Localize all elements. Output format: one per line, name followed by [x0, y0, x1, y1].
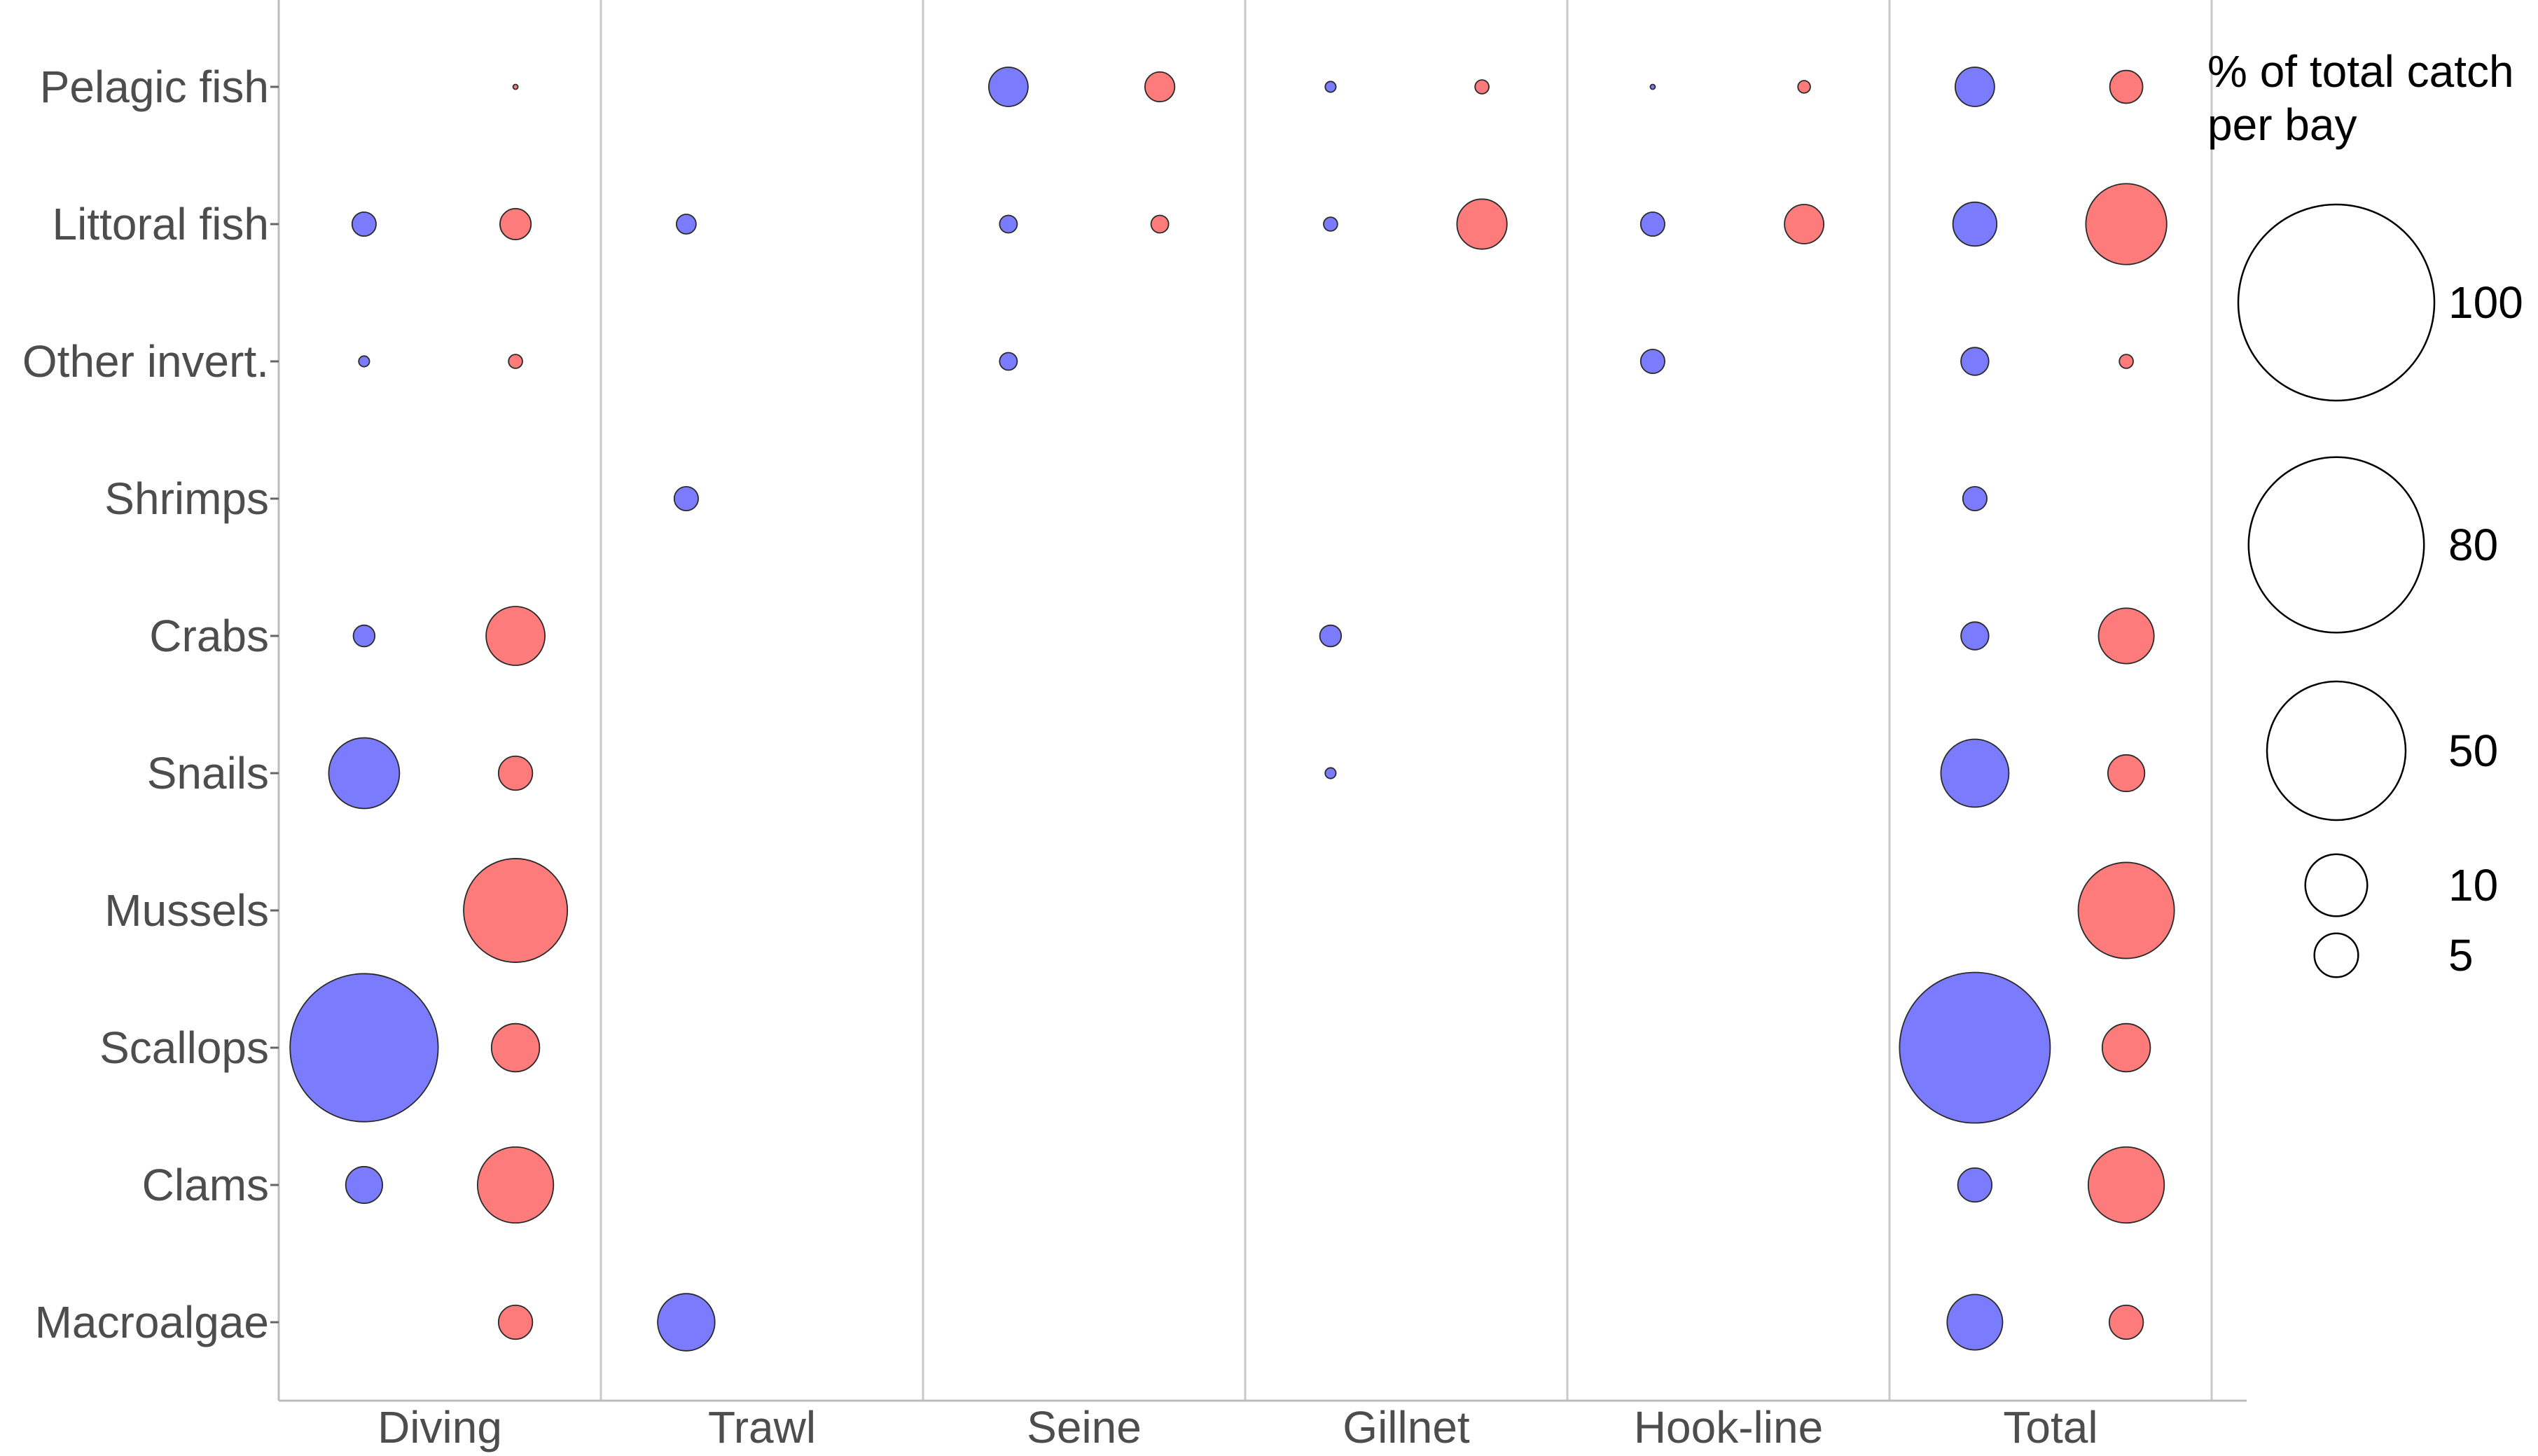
bubble-hook-line-pelagic-fish-red: [1797, 80, 1811, 94]
bubble-diving-crabs-blue: [352, 624, 376, 648]
bubble-total-pelagic-fish-red: [2109, 69, 2144, 104]
bubble-diving-littoral-fish-red: [499, 207, 532, 241]
bubble-diving-snails-red: [497, 755, 534, 791]
bubble-total-clams-blue: [1957, 1167, 1993, 1203]
bubble-seine-littoral-fish-red: [1150, 214, 1170, 234]
y-tick-label-crabs: Crabs: [149, 611, 269, 661]
y-tick-label-clams: Clams: [142, 1160, 269, 1210]
bubble-total-macroalgae-red: [2108, 1304, 2144, 1340]
bubble-seine-pelagic-fish-red: [1144, 71, 1176, 103]
legend-label-100: 100: [2448, 277, 2523, 328]
bubble-total-crabs-blue: [1960, 621, 1990, 651]
y-tick-label-snails: Snails: [147, 748, 269, 798]
bubble-total-scallops-red: [2101, 1022, 2151, 1073]
y-tick-label-macroalgae: Macroalgae: [35, 1297, 269, 1347]
bubble-diving-pelagic-fish-red: [512, 83, 519, 90]
bubble-seine-other-invert-blue: [999, 352, 1018, 371]
legend-title-line-2: per bay: [2207, 99, 2357, 150]
x-tick-label-trawl: Trawl: [708, 1402, 816, 1452]
axis-lines: [277, 0, 2247, 1402]
bubble-seine-pelagic-fish-blue: [988, 67, 1029, 107]
bubble-gillnet-pelagic-fish-red: [1474, 79, 1490, 95]
x-tick-label-seine: Seine: [1027, 1402, 1142, 1452]
legend-label-10: 10: [2448, 860, 2498, 910]
bubble-diving-scallops-blue: [289, 973, 439, 1123]
y-tick-label-pelagic-fish: Pelagic fish: [40, 62, 269, 112]
bubble-hook-line-pelagic-fish-blue: [1649, 83, 1656, 90]
bubble-seine-littoral-fish-blue: [999, 214, 1018, 234]
legend-circle-80: [2247, 456, 2425, 634]
size-legend: % of total catch per bay 100 80 50 10 5: [2207, 46, 2523, 980]
bubble-diving-macroalgae-red: [497, 1304, 534, 1340]
bubble-total-snails-blue: [1940, 738, 2010, 808]
x-tick-label-hook-line: Hook-line: [1634, 1402, 1823, 1452]
x-axis: Diving Trawl Seine Gillnet Hook-line Total: [377, 1402, 2098, 1452]
bubble-diving-scallops-red: [490, 1022, 541, 1073]
bubble-total-other-invert-blue: [1960, 347, 1990, 376]
bubble-gillnet-littoral-fish-red: [1456, 198, 1508, 250]
legend-circle-100: [2237, 203, 2436, 402]
bubble-trawl-shrimps-blue: [673, 485, 699, 512]
bubble-diving-mussels-red: [463, 858, 569, 963]
legend-label-80: 80: [2448, 520, 2498, 570]
y-tick-label-mussels: Mussels: [104, 885, 269, 936]
bubble-hook-line-other-invert-blue: [1639, 348, 1665, 375]
bubble-total-crabs-red: [2097, 607, 2155, 665]
bubble-diving-clams-red: [476, 1146, 555, 1224]
y-tick-label-littoral-fish: Littoral fish: [53, 199, 269, 249]
bubble-total-clams-red: [2087, 1146, 2165, 1224]
y-tick-label-shrimps: Shrimps: [104, 473, 269, 524]
y-tick-label-scallops: Scallops: [99, 1022, 269, 1073]
bubbles: [289, 67, 2175, 1352]
legend-circle-50: [2266, 680, 2407, 821]
bubble-diving-other-invert-red: [508, 354, 523, 369]
x-tick-label-total: Total: [2003, 1402, 2097, 1452]
bubble-gillnet-snails-blue: [1324, 767, 1337, 779]
bubble-hook-line-littoral-fish-red: [1784, 204, 1825, 244]
y-axis: Pelagic fish Littoral fish Other invert. Sh…: [22, 62, 279, 1347]
bubble-diving-clams-blue: [345, 1165, 383, 1205]
bubble-diving-littoral-fish-blue: [351, 211, 377, 237]
bubble-total-other-invert-red: [2119, 354, 2134, 369]
bubble-total-snails-red: [2107, 754, 2146, 793]
bubble-trawl-littoral-fish-blue: [676, 214, 697, 235]
bubble-total-littoral-fish-red: [2085, 183, 2168, 265]
legend-label-50: 50: [2448, 726, 2498, 776]
bubble-gillnet-pelagic-fish-blue: [1324, 81, 1337, 93]
panel-dividers: [599, 0, 2213, 1401]
x-tick-label-gillnet: Gillnet: [1343, 1402, 1470, 1452]
bubble-diving-snails-blue: [328, 737, 401, 810]
bubble-diving-crabs-red: [485, 606, 546, 666]
legend-circle-10: [2304, 853, 2369, 917]
bubble-hook-line-littoral-fish-blue: [1639, 211, 1665, 237]
bubble-total-littoral-fish-blue: [1952, 201, 1998, 247]
bubble-gillnet-crabs-blue: [1319, 624, 1343, 648]
legend-label-5: 5: [2448, 930, 2474, 980]
legend-circle-5: [2313, 932, 2359, 978]
bubble-diving-other-invert-blue: [358, 355, 370, 368]
x-tick-label-diving: Diving: [377, 1402, 502, 1452]
legend-title-line-1: % of total catch: [2207, 46, 2514, 97]
bubble-total-macroalgae-blue: [1946, 1294, 2004, 1351]
bubble-total-shrimps-blue: [1962, 485, 1988, 512]
bubble-total-scallops-blue: [1899, 971, 2051, 1124]
bubble-gillnet-littoral-fish-blue: [1323, 216, 1338, 232]
bubble-total-pelagic-fish-blue: [1954, 67, 1995, 107]
y-tick-label-other-invert: Other invert.: [22, 336, 269, 387]
bubble-trawl-macroalgae-blue: [657, 1293, 716, 1352]
bubble-total-mussels-red: [2077, 861, 2175, 959]
